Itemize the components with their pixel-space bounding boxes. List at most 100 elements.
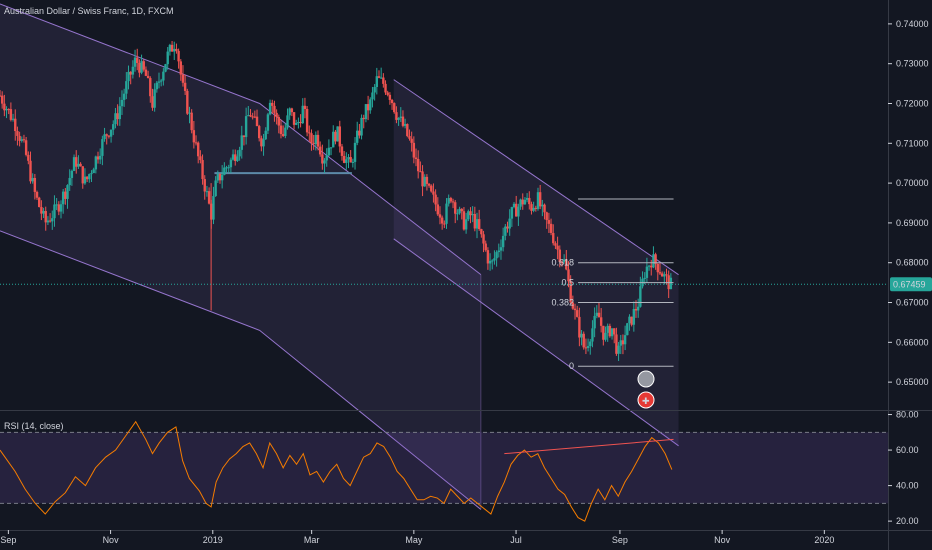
candle-body[interactable] [347, 157, 350, 160]
candle-body[interactable] [473, 214, 477, 229]
candle-body[interactable] [70, 170, 74, 178]
candle-body[interactable] [360, 117, 363, 136]
candle-body[interactable] [567, 269, 570, 282]
candle-body[interactable] [177, 50, 180, 62]
candle-body[interactable] [329, 147, 333, 149]
candle-body[interactable] [582, 333, 585, 348]
candle-body[interactable] [0, 95, 2, 97]
candles[interactable] [0, 41, 673, 361]
candle-body[interactable] [591, 328, 594, 342]
candle-body[interactable] [436, 204, 440, 215]
candle-body[interactable] [425, 176, 429, 184]
candle-body[interactable] [486, 250, 490, 264]
alert-icons[interactable]: ✚ [637, 370, 655, 409]
candle-body[interactable] [151, 96, 154, 108]
candle-body[interactable] [639, 286, 642, 307]
candle-body[interactable] [229, 159, 233, 168]
candle-body[interactable] [216, 173, 220, 181]
candle-body[interactable] [658, 272, 662, 274]
candle-body[interactable] [257, 126, 261, 139]
candle-body[interactable] [345, 159, 348, 163]
alert-icon[interactable] [637, 370, 655, 388]
candle-body[interactable] [129, 71, 132, 75]
candle-body[interactable] [162, 71, 165, 81]
candle-body[interactable] [107, 135, 111, 137]
candle-body[interactable] [255, 116, 259, 127]
candle-body[interactable] [68, 177, 71, 186]
candle-body[interactable] [589, 341, 592, 347]
candle-body[interactable] [236, 156, 239, 162]
candle-body[interactable] [432, 191, 435, 195]
candle-body[interactable] [427, 183, 431, 186]
candle-body[interactable] [277, 117, 280, 126]
candle-body[interactable] [64, 191, 67, 199]
candle-body[interactable] [634, 308, 638, 311]
candle-body[interactable] [410, 138, 413, 143]
candle-body[interactable] [617, 345, 620, 354]
candle-body[interactable] [159, 80, 163, 82]
candle-body[interactable] [323, 160, 326, 164]
candle-body[interactable] [253, 116, 257, 118]
candle-body[interactable] [218, 173, 222, 181]
candle-body[interactable] [138, 62, 141, 73]
candle-body[interactable] [576, 310, 579, 317]
candle-body[interactable] [29, 160, 32, 182]
candle-body[interactable] [7, 109, 10, 111]
candle-body[interactable] [234, 154, 237, 162]
candle-body[interactable] [571, 302, 575, 309]
candle-body[interactable] [477, 219, 481, 230]
rsi-divergence-line[interactable] [504, 438, 674, 455]
candle-body[interactable] [131, 66, 135, 75]
candle-body[interactable] [377, 76, 381, 78]
candle-body[interactable] [434, 194, 437, 205]
candle-body[interactable] [610, 328, 614, 337]
candle-body[interactable] [114, 113, 117, 125]
candle-body[interactable] [351, 161, 355, 163]
candle-body[interactable] [471, 214, 474, 216]
candle-body[interactable] [136, 57, 139, 63]
candle-body[interactable] [205, 191, 209, 193]
candle-body[interactable] [652, 254, 655, 268]
candle-body[interactable] [297, 121, 300, 124]
candle-body[interactable] [0, 95, 4, 104]
candle-body[interactable] [647, 265, 651, 267]
candle-body[interactable] [456, 213, 459, 215]
candle-body[interactable] [125, 81, 128, 94]
candle-body[interactable] [51, 218, 54, 222]
candle-body[interactable] [244, 116, 248, 138]
candle-body[interactable] [650, 265, 653, 268]
candle-body[interactable] [523, 199, 527, 205]
candle-body[interactable] [421, 171, 424, 187]
candle-body[interactable] [416, 158, 420, 172]
candle-body[interactable] [94, 156, 98, 170]
candle-body[interactable] [214, 180, 217, 197]
rsi-pane[interactable] [0, 420, 888, 522]
candle-body[interactable] [20, 139, 23, 141]
channel-1-lower-line[interactable] [0, 230, 482, 510]
candle-body[interactable] [308, 132, 311, 134]
candle-body[interactable] [192, 130, 196, 143]
candle-body[interactable] [606, 325, 609, 333]
candle-body[interactable] [249, 115, 252, 117]
candle-body[interactable] [77, 163, 80, 167]
candle-body[interactable] [495, 252, 498, 259]
candle-body[interactable] [482, 234, 485, 244]
candle-body[interactable] [382, 77, 385, 84]
candle-body[interactable] [379, 77, 383, 79]
candle-body[interactable] [399, 116, 402, 118]
candle-body[interactable] [103, 134, 106, 140]
candle-body[interactable] [247, 115, 250, 117]
candle-body[interactable] [449, 198, 453, 202]
candle-body[interactable] [66, 185, 69, 199]
candle-body[interactable] [190, 112, 193, 131]
candle-body[interactable] [484, 243, 487, 251]
candle-body[interactable] [538, 192, 542, 207]
candle-body[interactable] [619, 340, 622, 346]
candle-body[interactable] [155, 82, 159, 90]
candle-body[interactable] [643, 277, 646, 279]
channel-1-upper-line[interactable] [0, 3, 482, 276]
candle-body[interactable] [31, 177, 34, 182]
candle-body[interactable] [369, 99, 372, 111]
candle-body[interactable] [223, 167, 226, 175]
candle-body[interactable] [656, 263, 659, 273]
